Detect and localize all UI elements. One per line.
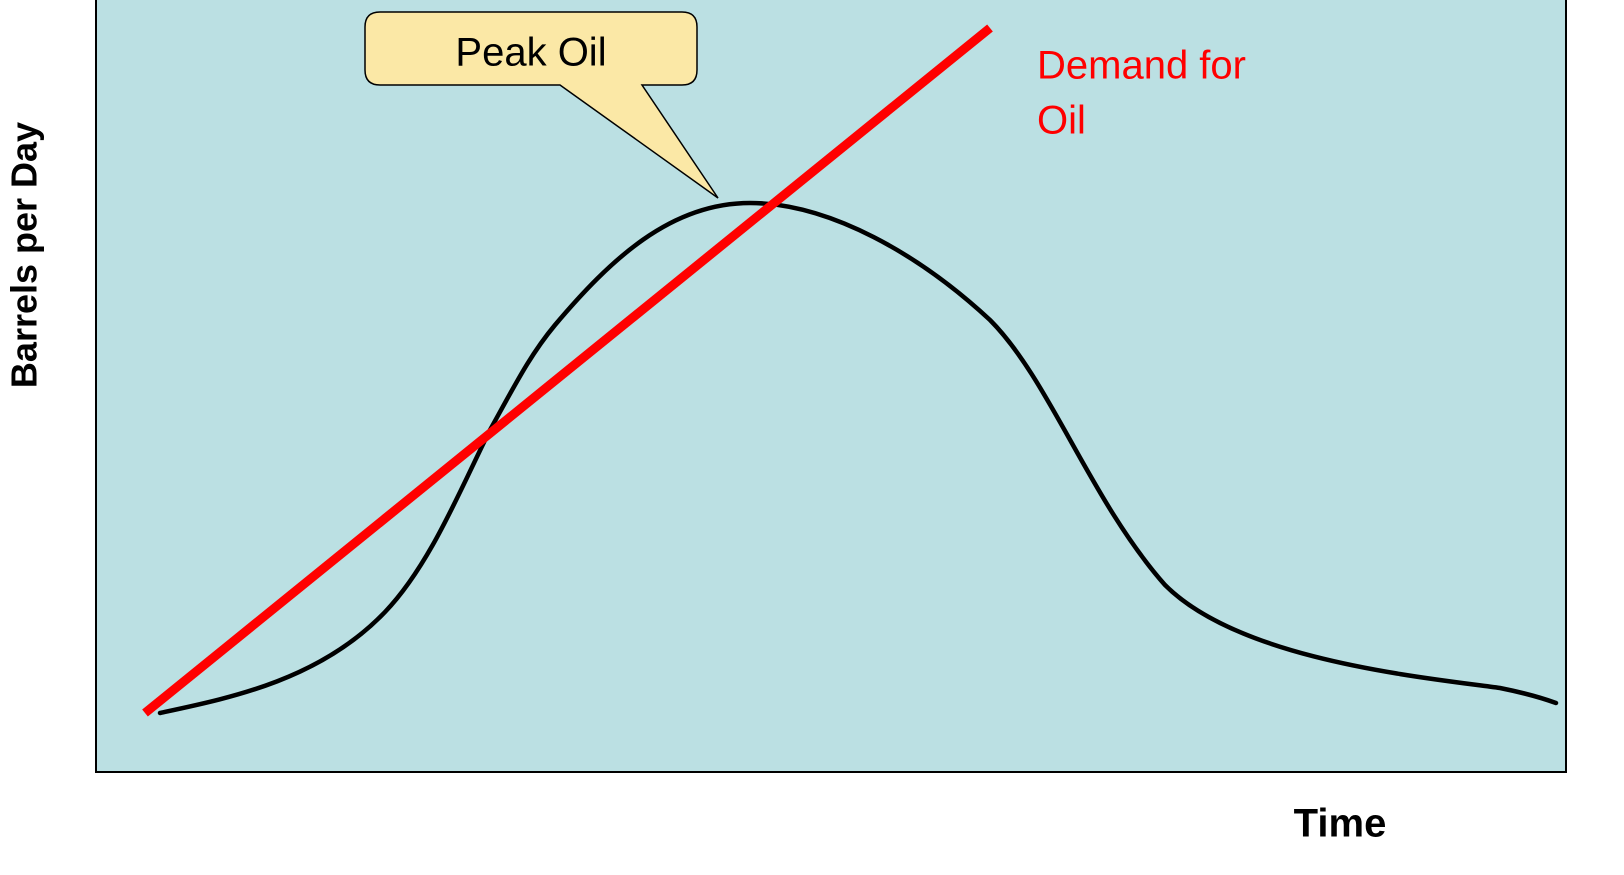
demand-label: Demand for: [1037, 44, 1246, 88]
demand-label: Oil: [1037, 99, 1086, 143]
callout-text: Peak Oil: [455, 31, 606, 75]
y-axis-label: Barrels per Day: [4, 122, 45, 388]
supply-curve: [157, 200, 1559, 716]
demand-line: [142, 24, 993, 717]
callout-bubble: [364, 11, 719, 199]
plot-area: [95, 0, 1567, 773]
x-axis-label: Time: [1294, 802, 1387, 846]
